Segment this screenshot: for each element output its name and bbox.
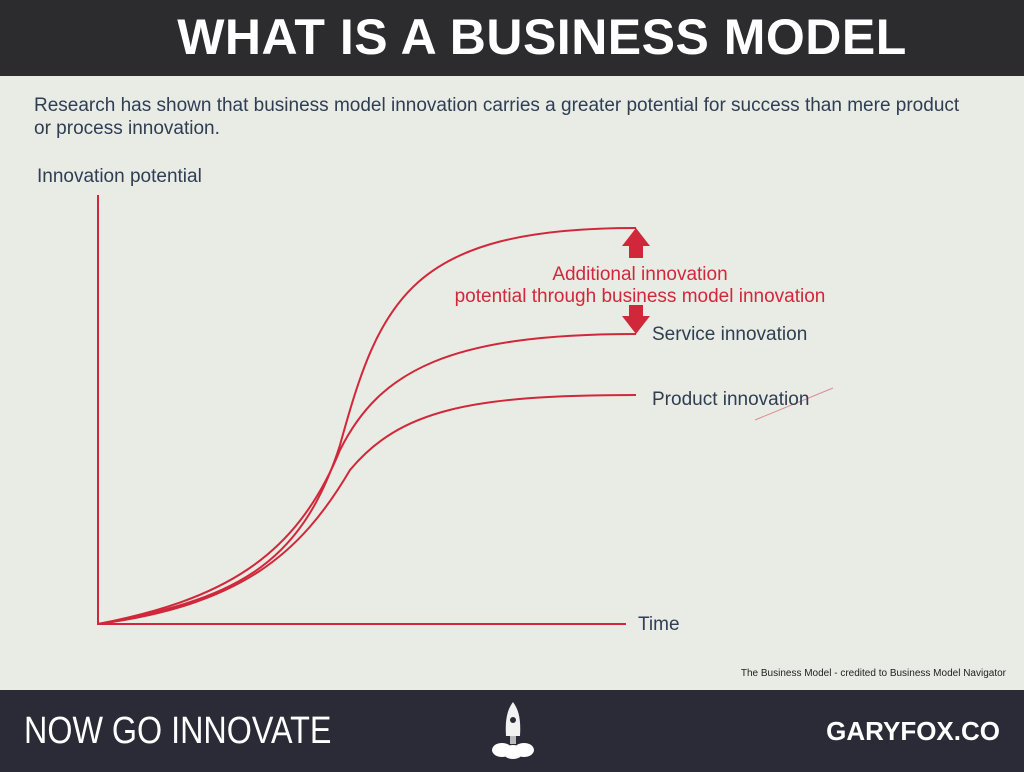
strike-mark [754,387,834,421]
credit-text: The Business Model - credited to Busines… [740,668,1006,679]
service-innovation-label: Service innovation [652,324,808,345]
business-model-curve [97,227,637,625]
rocket-icon [492,702,534,759]
page-title: WHAT IS A BUSINESS MODEL [177,9,907,65]
y-axis-label: Innovation potential [37,166,202,187]
intro-text: Research has shown that business model i… [34,95,960,139]
product-curve [97,394,637,625]
annotation-line1: Additional innovation [552,264,728,285]
x-axis-label: Time [638,614,680,635]
service-curve [97,333,637,625]
innovation-diagram [97,195,834,625]
arrow-up-icon [622,228,650,258]
arrow-down-icon [622,305,650,334]
header-bar: WHAT IS A BUSINESS MODEL [0,0,1024,76]
footer-slogan: NOW GO INNOVATE [24,710,332,752]
product-innovation-label: Product innovation [652,389,810,410]
footer-site-link[interactable]: GARYFOX.CO [826,716,1000,746]
annotation-line2: potential through business model innovat… [454,286,826,307]
